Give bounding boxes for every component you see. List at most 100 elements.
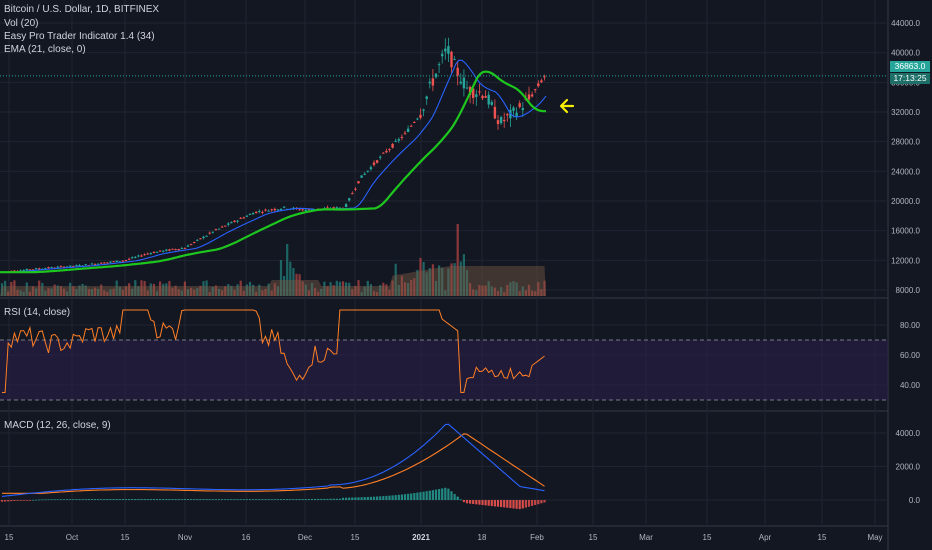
time-tick-label: Mar bbox=[639, 533, 653, 542]
volume-bar bbox=[162, 283, 165, 296]
volume-bar bbox=[462, 254, 465, 296]
volume-bar bbox=[152, 283, 155, 296]
macd-histogram-bar bbox=[524, 500, 527, 508]
candle-body bbox=[214, 229, 218, 231]
macd-histogram-bar bbox=[159, 499, 162, 500]
candle-body bbox=[143, 254, 146, 256]
candle-body bbox=[335, 207, 338, 210]
candle-body bbox=[69, 265, 72, 267]
volume-bar bbox=[16, 289, 19, 296]
macd-histogram-bar bbox=[128, 498, 131, 500]
volume-bar bbox=[307, 290, 310, 296]
macd-histogram-bar bbox=[165, 499, 168, 500]
rsi-tick-label: 80.00 bbox=[900, 321, 921, 330]
macd-histogram-bar bbox=[152, 499, 155, 500]
candle-body bbox=[475, 94, 478, 97]
candle-body bbox=[410, 125, 413, 127]
volume-bar bbox=[422, 261, 425, 296]
volume-bar bbox=[500, 286, 503, 296]
candle-body bbox=[109, 261, 112, 263]
legend-ema[interactable]: EMA (21, close, 0) bbox=[4, 44, 86, 55]
time-axis: 15 Oct 15 Nov 16 Dec 15 2021 18 Feb 15 Mar 15 Apr 15 Ma… bbox=[5, 533, 883, 542]
macd-histogram-bar bbox=[329, 498, 332, 500]
candle-body bbox=[385, 150, 388, 153]
time-tick-label: 18 bbox=[478, 533, 487, 542]
macd-histogram-bar bbox=[509, 500, 512, 509]
volume-bar bbox=[354, 285, 357, 296]
volume-bar bbox=[357, 280, 360, 296]
macd-histogram-bar bbox=[459, 499, 462, 501]
candle-body bbox=[174, 249, 177, 251]
volume-bar bbox=[56, 285, 59, 296]
macd-histogram-bar bbox=[314, 498, 317, 500]
volume-bar bbox=[106, 291, 109, 296]
candle-body bbox=[248, 214, 252, 216]
macd-histogram-bar bbox=[221, 499, 224, 500]
candle-body bbox=[437, 64, 441, 66]
last-price-tag: 36863.0 bbox=[890, 61, 930, 72]
macd-histogram-bar bbox=[245, 499, 248, 500]
macd-histogram-bar bbox=[227, 499, 230, 500]
volume-bar bbox=[109, 289, 112, 296]
candle-body bbox=[93, 263, 97, 265]
volume-bar bbox=[469, 283, 472, 296]
candle-body bbox=[413, 121, 416, 123]
candle-body bbox=[422, 109, 425, 111]
volume-bar bbox=[236, 284, 239, 296]
candle-body bbox=[165, 249, 168, 251]
legend-macd[interactable]: MACD (12, 26, close, 9) bbox=[4, 420, 111, 431]
volume-bar bbox=[202, 281, 205, 296]
volume-bar bbox=[335, 280, 338, 296]
legend-vol[interactable]: Vol (20) bbox=[4, 18, 39, 29]
candle-body bbox=[416, 118, 419, 120]
time-tick-label: 15 bbox=[818, 533, 827, 542]
macd-histogram-bar bbox=[10, 500, 13, 502]
candle-body bbox=[124, 259, 128, 261]
candle-body bbox=[444, 48, 447, 52]
macd-histogram-bar bbox=[419, 492, 422, 500]
candlesticks bbox=[0, 37, 546, 273]
volume-bar bbox=[143, 281, 146, 296]
volume-bar bbox=[245, 284, 248, 296]
macd-histogram-bar bbox=[115, 498, 118, 500]
candle-body bbox=[28, 269, 32, 271]
volume-bar bbox=[382, 282, 385, 296]
candle-body bbox=[217, 228, 221, 230]
volume-bar bbox=[53, 284, 56, 296]
volume-bar bbox=[419, 257, 422, 296]
legend-indicator[interactable]: Easy Pro Trader Indicator 1.4 (34) bbox=[4, 31, 155, 42]
candle-body bbox=[382, 152, 385, 154]
macd-histogram-bar bbox=[190, 499, 193, 500]
volume-bar bbox=[174, 285, 177, 296]
volume-bar bbox=[434, 280, 438, 296]
candle-body bbox=[419, 114, 422, 118]
candle-body bbox=[375, 160, 379, 163]
volume-bar bbox=[363, 286, 366, 296]
macd-histogram-bar bbox=[444, 487, 447, 500]
macd-histogram-bar bbox=[475, 500, 478, 505]
candle-body bbox=[251, 213, 255, 215]
candle-body bbox=[307, 208, 311, 210]
candle-body bbox=[171, 248, 174, 250]
candle-body bbox=[301, 209, 304, 211]
macd-histogram-bar bbox=[512, 500, 515, 509]
macd-histogram-bar bbox=[357, 497, 360, 500]
candle-body bbox=[326, 207, 329, 209]
candle-body bbox=[162, 250, 165, 252]
macd-histogram-bar bbox=[456, 496, 459, 500]
macd-histogram-bar bbox=[453, 493, 456, 500]
volume-bar bbox=[41, 282, 44, 296]
candle-body bbox=[397, 139, 400, 141]
candle-body bbox=[106, 262, 109, 264]
macd-histogram-bar bbox=[500, 500, 503, 508]
candle-body bbox=[453, 59, 456, 61]
volume-bar bbox=[493, 287, 496, 296]
volume-bar bbox=[62, 288, 66, 296]
volume-bar bbox=[90, 289, 93, 296]
volume-bar bbox=[369, 284, 372, 296]
macd-histogram-bar bbox=[196, 499, 199, 500]
macd-histogram-bar bbox=[438, 489, 441, 500]
macd-histogram-bar bbox=[301, 499, 304, 500]
legend-rsi[interactable]: RSI (14, close) bbox=[4, 307, 71, 318]
